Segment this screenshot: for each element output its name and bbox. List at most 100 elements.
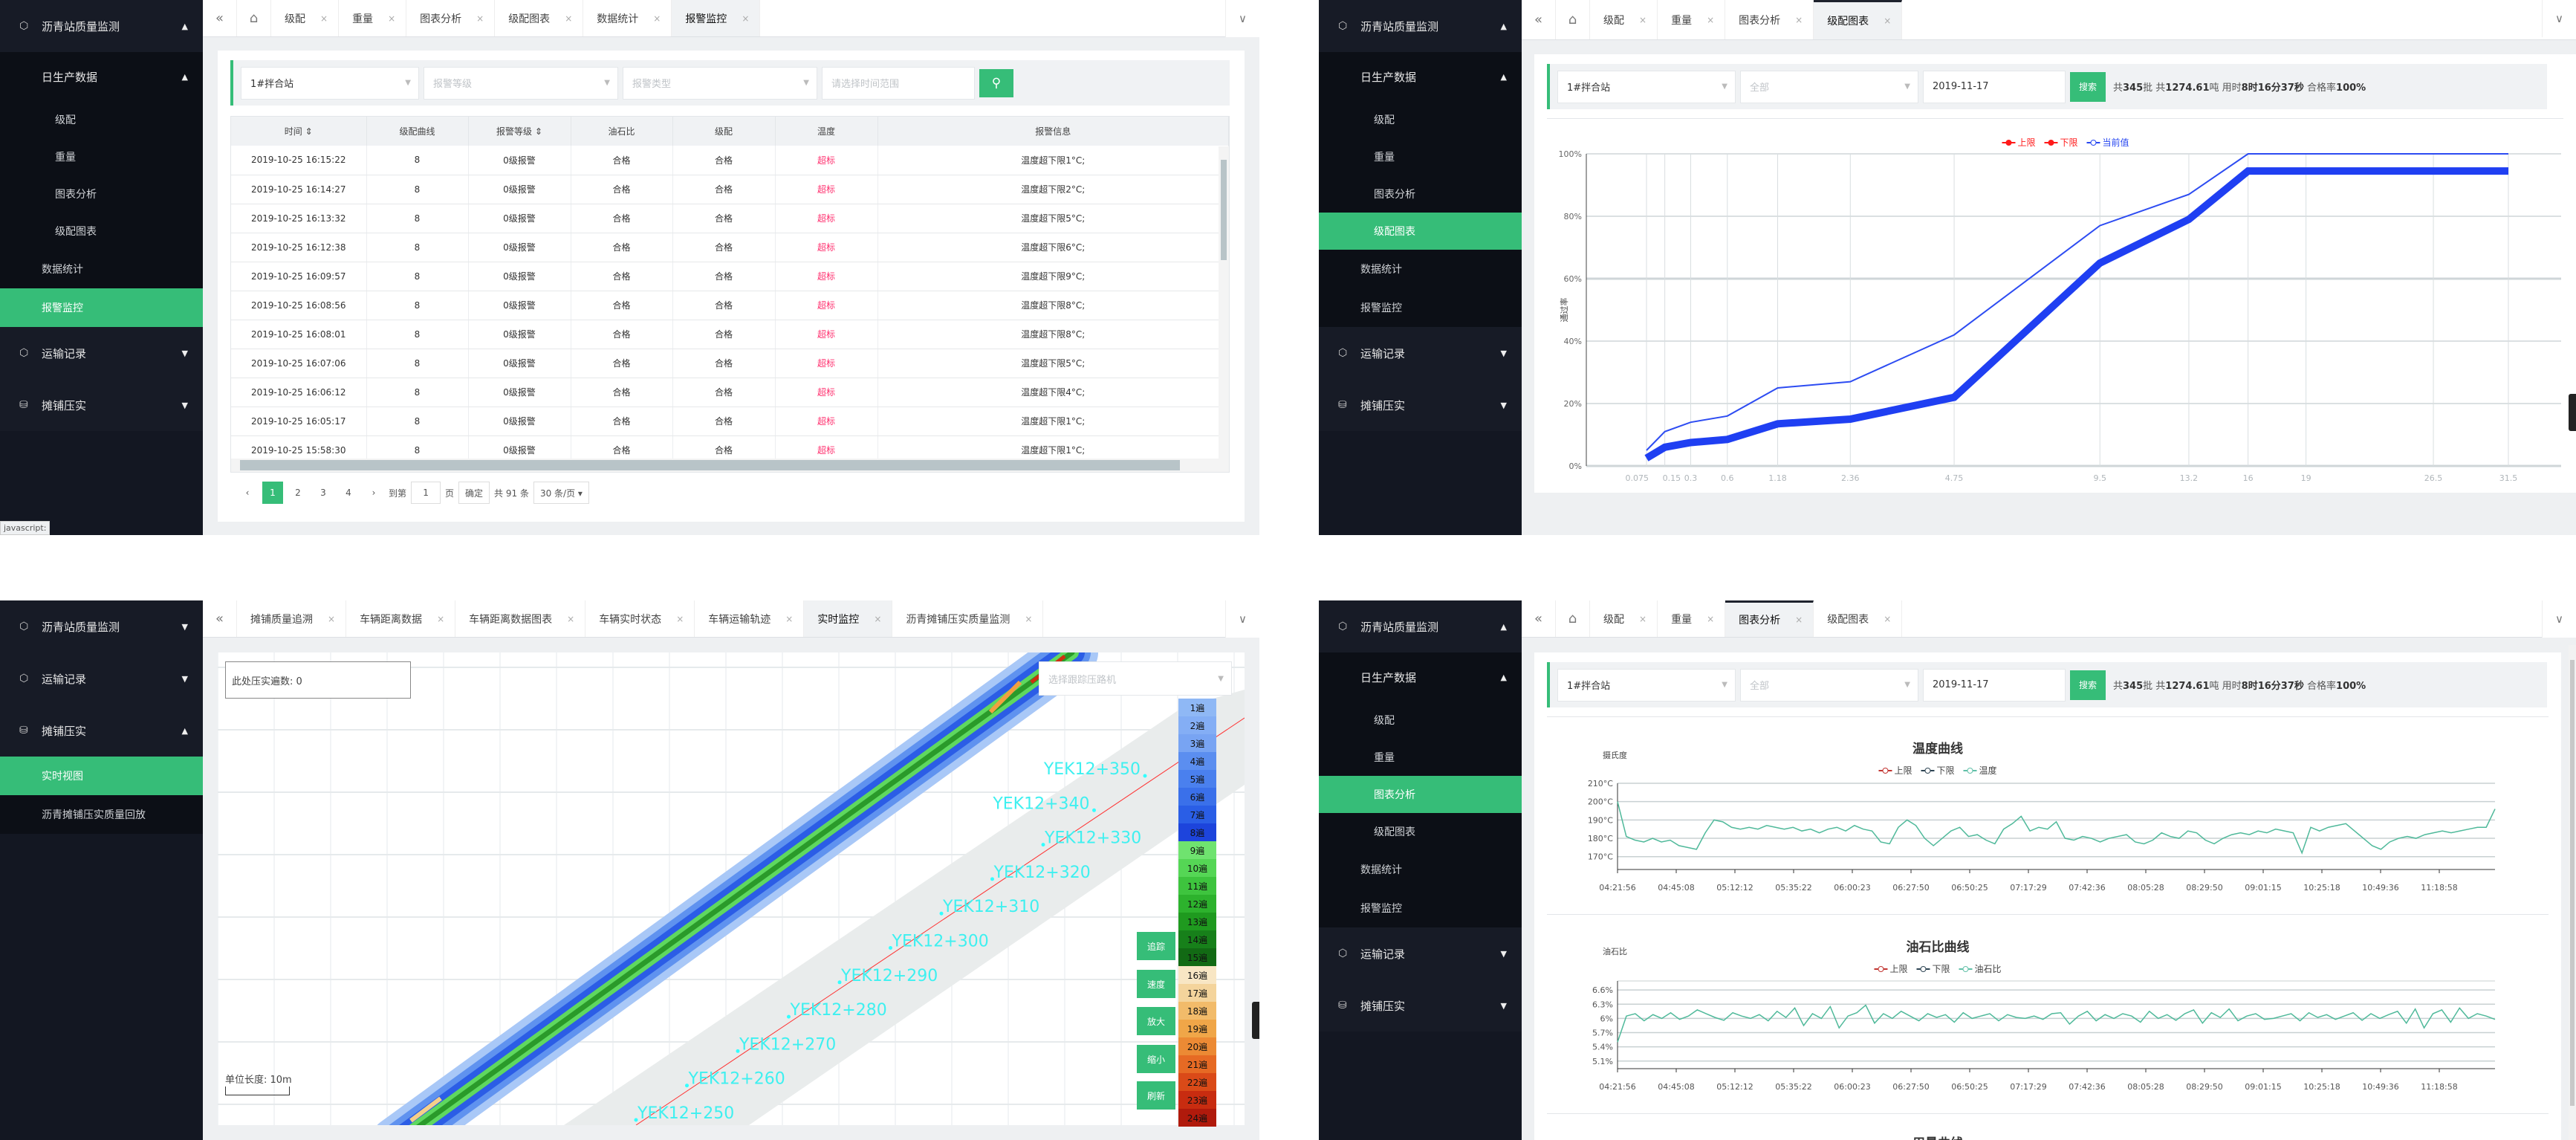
page-button[interactable]: 4 [345, 488, 351, 498]
sidebar-item[interactable]: 重量 [1319, 739, 1522, 776]
sidebar-item[interactable]: 报警监控 [1319, 288, 1522, 327]
close-icon[interactable]: × [476, 13, 484, 24]
home-icon[interactable]: ⌂ [1556, 600, 1590, 637]
search-button[interactable]: 搜索 [2070, 670, 2106, 700]
sort-icon[interactable]: ⇕ [302, 126, 313, 137]
legend-item[interactable]: 当前值 [2086, 136, 2129, 149]
column-header[interactable]: 温度 [775, 117, 878, 146]
close-icon[interactable]: × [1795, 14, 1803, 25]
collapse-left-icon[interactable]: « [203, 600, 237, 637]
sidebar-item[interactable]: 图表分析 [1319, 776, 1522, 813]
sort-icon[interactable]: ⇕ [532, 126, 542, 137]
home-icon[interactable]: ⌂ [1556, 0, 1590, 39]
sidebar-item[interactable]: 级配 [0, 101, 203, 138]
table-row[interactable]: 2019-10-25 16:06:12 8 0级报警 合格 合格 超标 温度超下限4°C; [231, 378, 1229, 407]
sidebar-item[interactable]: 图表分析 [1319, 175, 1522, 213]
legend-item[interactable]: 上限 [1878, 764, 1912, 777]
search-button[interactable]: 搜索 [2070, 71, 2106, 102]
sidebar-item[interactable]: ⬡ 运输记录 ▼ [0, 327, 203, 379]
tab[interactable]: 图表分析 × [406, 0, 496, 36]
alarm-type-select[interactable]: 报警类型 ▼ [623, 66, 817, 100]
column-header[interactable]: 报警信息 [877, 117, 1229, 146]
sidebar-item[interactable]: ⬡ 运输记录 ▼ [1319, 927, 1522, 979]
horizontal-scrollbar[interactable] [231, 459, 1229, 472]
sidebar-item[interactable]: ⬡ 沥青站质量监测 ▲ [1319, 0, 1522, 52]
legend-item[interactable]: 下限 [1921, 764, 1955, 777]
page-button[interactable]: 1 [262, 482, 283, 504]
speed-button[interactable]: 速度 [1137, 970, 1175, 998]
track-button[interactable]: 追踪 [1137, 932, 1175, 960]
sidebar-item[interactable]: ⛁ 摊铺压实 ▼ [1319, 379, 1522, 431]
tab[interactable]: 摊铺质量追溯 × [237, 600, 347, 637]
column-header[interactable]: 时间 ⇕ [231, 117, 367, 146]
sidebar-item[interactable]: ⬡ 运输记录 ▼ [0, 652, 203, 705]
station-select[interactable]: 1#拌合站 ▼ [1557, 70, 1736, 103]
collapse-left-icon[interactable]: « [1522, 0, 1556, 39]
sidebar-item[interactable]: ⬡ 沥青站质量监测 ▲ [1319, 600, 1522, 652]
close-icon[interactable]: × [1639, 613, 1647, 624]
close-icon[interactable]: × [653, 13, 661, 24]
close-icon[interactable]: × [437, 613, 445, 624]
close-icon[interactable]: × [1884, 16, 1892, 26]
type-select[interactable]: 全部 ▼ [1740, 668, 1918, 702]
confirm-button[interactable]: 确定 [458, 482, 490, 504]
tab[interactable]: 车辆距离数据图表 × [455, 600, 586, 637]
home-icon[interactable]: ⌂ [237, 0, 271, 36]
tab[interactable]: 重量 × [1658, 0, 1726, 39]
zoom-in-button[interactable]: 放大 [1137, 1007, 1175, 1035]
close-icon[interactable]: × [565, 13, 573, 24]
sidebar-item[interactable]: 实时视图 [0, 757, 203, 795]
chevron-down-icon[interactable]: ∨ [2542, 600, 2576, 638]
legend-item[interactable]: 油石比 [1959, 962, 2002, 975]
close-icon[interactable]: × [676, 613, 684, 624]
page-button[interactable]: 3 [320, 488, 326, 498]
legend-item[interactable]: 上限 [2002, 136, 2035, 149]
time-range-input[interactable]: 请选择时间范围 [822, 66, 975, 100]
sidebar-item[interactable]: 数据统计 [1319, 850, 1522, 889]
legend-item[interactable]: 温度 [1963, 764, 1997, 777]
table-row[interactable]: 2019-10-25 16:08:01 8 0级报警 合格 合格 超标 温度超下限8°C; [231, 320, 1229, 349]
sidebar-item[interactable]: ⬡ 沥青站质量监测 ▲ [0, 0, 203, 52]
tab[interactable]: 车辆距离数据 × [346, 600, 456, 637]
tab[interactable]: 沥青摊铺压实质量监测 × [892, 600, 1044, 637]
column-header[interactable]: 报警等级 ⇕ [468, 117, 571, 146]
table-row[interactable]: 2019-10-25 16:07:06 8 0级报警 合格 合格 超标 温度超下限5°C; [231, 349, 1229, 378]
compaction-map[interactable]: YEK12+250 YEK12+260 YEK12+270 YEK12+280 YEK1… [218, 652, 1245, 1125]
close-icon[interactable]: × [1639, 14, 1647, 25]
sidebar-item[interactable]: ⬡ 运输记录 ▼ [1319, 327, 1522, 379]
sidebar-item[interactable]: 级配图表 [1319, 213, 1522, 250]
tab[interactable]: 图表分析 × [1725, 0, 1814, 39]
legend-item[interactable]: 下限 [1916, 962, 1950, 975]
tab[interactable]: 级配图表 × [495, 0, 584, 36]
page-button[interactable]: 2 [295, 488, 301, 498]
close-icon[interactable]: × [1795, 615, 1803, 625]
close-icon[interactable]: × [1025, 613, 1033, 624]
tab[interactable]: 实时监控 × [804, 600, 893, 637]
close-icon[interactable]: × [785, 613, 794, 624]
page-scrollbar[interactable] [2569, 645, 2576, 1140]
collapse-left-icon[interactable]: « [203, 0, 237, 36]
chevron-down-icon[interactable]: ∨ [2542, 0, 2576, 37]
tab[interactable]: 级配 × [271, 0, 340, 36]
close-icon[interactable]: × [567, 613, 575, 624]
station-select[interactable]: 1#拌合站 ▼ [241, 66, 419, 100]
tab[interactable]: 图表分析 × [1725, 600, 1814, 637]
station-select[interactable]: 1#拌合站 ▼ [1557, 668, 1736, 702]
sidebar-item[interactable]: 重量 [1319, 138, 1522, 175]
side-handle[interactable] [1252, 1002, 1259, 1039]
goto-page-input[interactable]: 1 [411, 482, 441, 504]
sidebar-item[interactable]: 图表分析 [0, 175, 203, 213]
refresh-button[interactable]: 刷新 [1137, 1081, 1175, 1110]
legend-item[interactable]: 下限 [2044, 136, 2078, 149]
close-icon[interactable]: × [1707, 14, 1715, 25]
table-row[interactable]: 2019-10-25 16:14:27 8 0级报警 合格 合格 超标 温度超下限2°C; [231, 175, 1229, 204]
roller-select[interactable]: 选择跟踪压路机 ▼ [1039, 661, 1232, 696]
sidebar-item[interactable]: 级配图表 [0, 213, 203, 250]
tab[interactable]: 重量 × [1658, 600, 1726, 637]
table-row[interactable]: 2019-10-25 16:08:56 8 0级报警 合格 合格 超标 温度超下限8°C; [231, 291, 1229, 320]
table-row[interactable]: 2019-10-25 16:12:38 8 0级报警 合格 合格 超标 温度超下限6°C; [231, 233, 1229, 262]
table-row[interactable]: 2019-10-25 16:05:17 8 0级报警 合格 合格 超标 温度超下限1°C; [231, 407, 1229, 436]
tab[interactable]: 级配图表 × [1814, 600, 1903, 637]
type-select[interactable]: 全部 ▼ [1740, 70, 1918, 103]
chevron-down-icon[interactable]: ∨ [1225, 0, 1259, 37]
